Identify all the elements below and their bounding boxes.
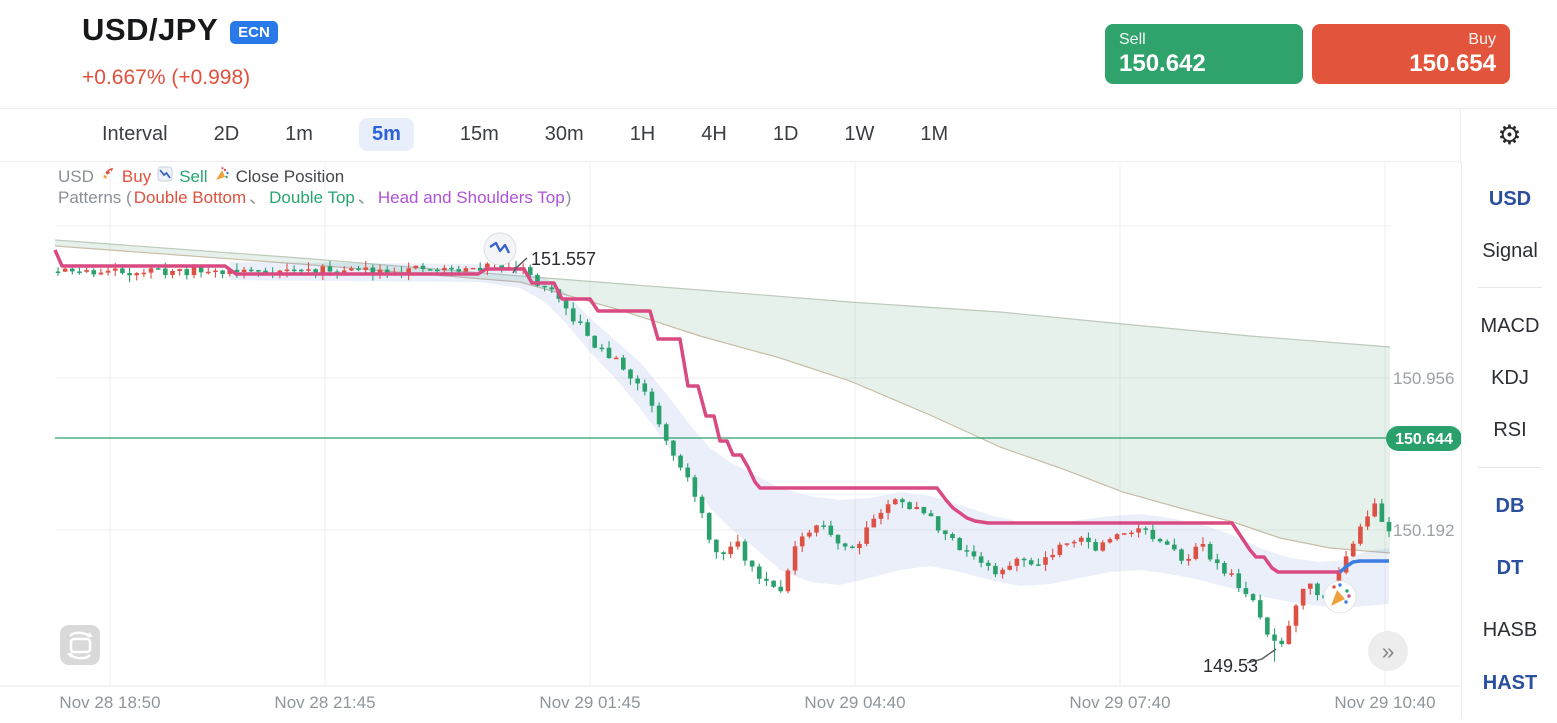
x-axis-label: Nov 28 21:45	[274, 693, 375, 712]
buy-button-price: 150.654	[1409, 50, 1496, 77]
low-price-annotation: 149.53	[1203, 656, 1258, 676]
symbol-title-row: USD/JPY ECN	[82, 12, 278, 48]
legend-sell: Sell	[179, 167, 208, 186]
header: USD/JPY ECN +0.667% (+0.998) Sell 150.64…	[0, 0, 1557, 109]
sidebar-item-db[interactable]: DB	[1495, 495, 1525, 517]
interval-30m[interactable]: 30m	[544, 123, 584, 145]
sidebar-item-hasb[interactable]: HASB	[1482, 619, 1538, 641]
scroll-to-latest-button[interactable]: »	[1368, 631, 1408, 671]
sidebar-divider	[1478, 287, 1542, 288]
pattern-line	[53, 249, 1340, 574]
current-price-badge	[1386, 426, 1462, 451]
x-axis-label: Nov 28 18:50	[59, 693, 160, 712]
chart-decreasing-icon	[157, 166, 173, 187]
legend-patterns-row: Patterns ( Double Bottom 、 Double Top 、 …	[58, 187, 571, 208]
x-axis-label: Nov 29 01:45	[539, 693, 640, 712]
rocket-icon	[100, 166, 116, 187]
legend-markers-row: USD Buy Sell Close Position	[58, 166, 571, 187]
x-axis-label: Nov 29 10:40	[1334, 693, 1435, 712]
price-change: +0.667% (+0.998)	[82, 66, 251, 89]
interval-label: Interval	[102, 123, 168, 145]
sidebar-item-kdj[interactable]: KDJ	[1491, 367, 1529, 389]
interval-1w[interactable]: 1W	[844, 123, 875, 145]
interval-1m[interactable]: 1m	[285, 123, 313, 145]
party-popper-icon	[214, 166, 230, 187]
wedge-bottom-line	[54, 245, 1391, 554]
buy-button[interactable]: Buy 150.654	[1312, 24, 1510, 84]
double-chevron-right-icon: »	[1381, 637, 1395, 664]
chart-legend: USD Buy Sell Close Position Patterns ( D…	[58, 166, 571, 208]
interval-1d[interactable]: 1D	[772, 123, 799, 145]
sidebar-item-usd[interactable]: USD	[1488, 188, 1532, 210]
current-price-value: 150.644	[1395, 431, 1453, 448]
pattern-separator: 、	[249, 188, 267, 207]
x-axis-label: Nov 29 07:40	[1069, 693, 1170, 712]
rotate-screen-icon	[60, 625, 100, 665]
price-axis-label: 150.956	[1393, 369, 1454, 388]
legend-series: USD	[58, 167, 94, 186]
pattern-double-bottom: Double Bottom	[133, 188, 247, 207]
sidebar-item-signal[interactable]: Signal	[1482, 240, 1538, 262]
high-price-annotation: 151.557	[531, 249, 596, 269]
settings-area: ⚙	[1460, 108, 1557, 163]
interval-4h[interactable]: 4H	[701, 123, 727, 145]
gear-icon[interactable]: ⚙	[1497, 119, 1522, 150]
sidebar-item-rsi[interactable]: RSI	[1493, 419, 1527, 441]
indicator-sidebar: USD Signal MACD KDJ RSI DB DT HASB HAST	[1461, 162, 1557, 718]
interval-2d[interactable]: 2D	[213, 123, 240, 145]
pattern-projection-area	[55, 240, 1390, 553]
sell-button-label: Sell	[1119, 31, 1146, 48]
pattern-double-top: Double Top	[269, 188, 355, 207]
symbol-title: USD/JPY	[82, 12, 219, 47]
interval-1h[interactable]: 1H	[629, 123, 656, 145]
sidebar-item-macd[interactable]: MACD	[1480, 315, 1540, 337]
pattern-separator-2: 、	[357, 188, 375, 207]
sidebar-item-hast[interactable]: HAST	[1482, 672, 1538, 694]
sidebar-item-dt[interactable]: DT	[1496, 557, 1524, 579]
legend-buy: Buy	[121, 167, 152, 186]
patterns-suffix: )	[565, 188, 572, 207]
signal-line	[1338, 559, 1389, 574]
ecn-badge: ECN	[230, 20, 278, 44]
interval-1mo[interactable]: 1M	[920, 123, 949, 145]
interval-15m[interactable]: 15m	[459, 123, 499, 145]
sidebar-divider	[1478, 467, 1542, 468]
sell-button[interactable]: Sell 150.642	[1105, 24, 1303, 84]
sell-button-price: 150.642	[1119, 50, 1206, 77]
wedge-top-line	[54, 239, 1391, 348]
buy-button-label: Buy	[1468, 31, 1496, 48]
chart-area[interactable]: 151.557 149.53 150.956 150.192 150.644 Nov 28…	[0, 162, 1462, 718]
legend-close-position: Close Position	[235, 167, 345, 186]
interval-toolbar: Interval 2D 1m 5m 15m 30m 1H 4H 1D 1W 1M	[0, 108, 1460, 162]
patterns-prefix: Patterns (	[58, 188, 132, 207]
price-axis-label: 150.192	[1393, 521, 1454, 540]
interval-5m[interactable]: 5m	[358, 118, 414, 151]
rotate-screen-button[interactable]	[58, 623, 102, 667]
pattern-head-shoulders: Head and Shoulders Top	[377, 188, 565, 207]
candlestick-chart[interactable]: 151.557 149.53 150.956 150.192 150.644 Nov 28…	[0, 162, 1462, 718]
x-axis-label: Nov 29 04:40	[804, 693, 905, 712]
